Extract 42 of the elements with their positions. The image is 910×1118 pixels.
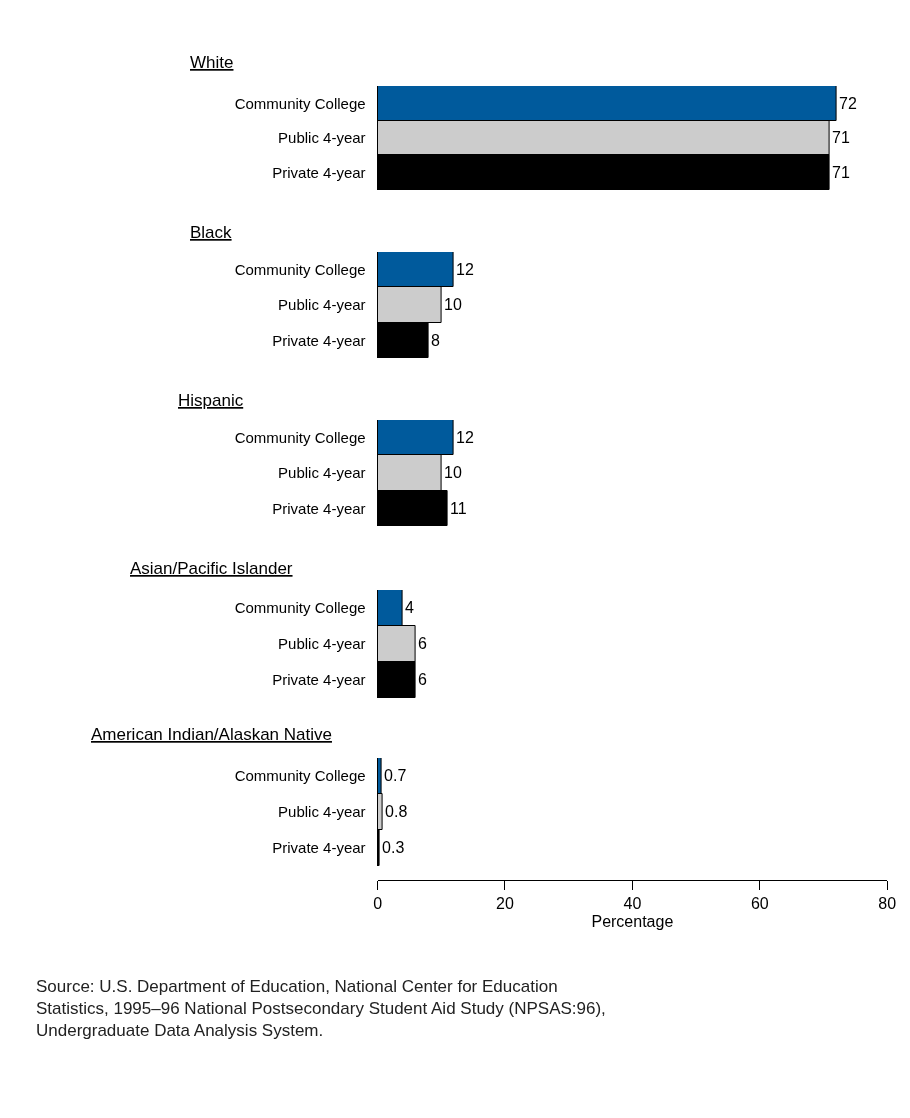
y-tick-label: Community College	[234, 260, 366, 278]
data-label: 6	[418, 671, 428, 688]
data-label: 12	[456, 428, 474, 446]
y-tick-label: Community College	[234, 94, 366, 112]
y-tick-label: Public 4-year	[278, 296, 366, 314]
data-label: 8	[431, 331, 441, 349]
x-axis-title: Percentage	[591, 912, 674, 930]
data-label: 0.8	[385, 803, 408, 820]
source-note: Source: U.S. Department of Education, National Center for Education Statistics, 1995–96 National Postsecondary Student Aid Study (NPSAS:96), Undergraduate Data Analysis System.	[36, 977, 606, 1041]
data-label: 10	[444, 464, 462, 481]
data-label: 12	[456, 260, 474, 278]
x-tick-label: 60	[750, 895, 769, 913]
y-tick-label: Community College	[234, 767, 366, 785]
text: Hispanic	[178, 391, 244, 410]
y-tick-label: Public 4-year	[278, 129, 366, 147]
data-label: 10	[444, 296, 462, 313]
y-tick-label: Community College	[234, 428, 366, 446]
x-tick-label: 80	[878, 895, 897, 913]
data-label: 72	[839, 94, 857, 112]
y-tick-label: Private 4-year	[272, 163, 366, 181]
data-label: 6	[418, 635, 428, 652]
y-tick-label: Private 4-year	[272, 671, 366, 689]
data-label: 4	[405, 599, 415, 616]
text: Black	[190, 223, 233, 242]
y-tick-label: Public 4-year	[278, 803, 366, 821]
data-label: 0.7	[384, 767, 407, 784]
y-tick-label: Public 4-year	[278, 464, 366, 482]
data-label: 0.3	[382, 839, 405, 856]
x-tick-label: 20	[496, 895, 514, 913]
y-tick-label: Community College	[234, 599, 366, 617]
data-label: 71	[832, 163, 850, 181]
y-tick-label: Public 4-year	[278, 635, 366, 653]
x-tick-label: 0	[373, 895, 383, 913]
data-label: 71	[832, 129, 850, 146]
text: American Indian/Alaskan Native	[91, 725, 332, 744]
x-tick-label: 40	[623, 895, 642, 913]
y-tick-label: Private 4-year	[272, 839, 366, 857]
data-label: 11	[450, 499, 467, 517]
y-tick-label: Private 4-year	[272, 499, 366, 517]
text: Asian/Pacific Islander	[130, 559, 293, 578]
text: White	[190, 53, 234, 72]
y-tick-label: Private 4-year	[272, 331, 366, 349]
